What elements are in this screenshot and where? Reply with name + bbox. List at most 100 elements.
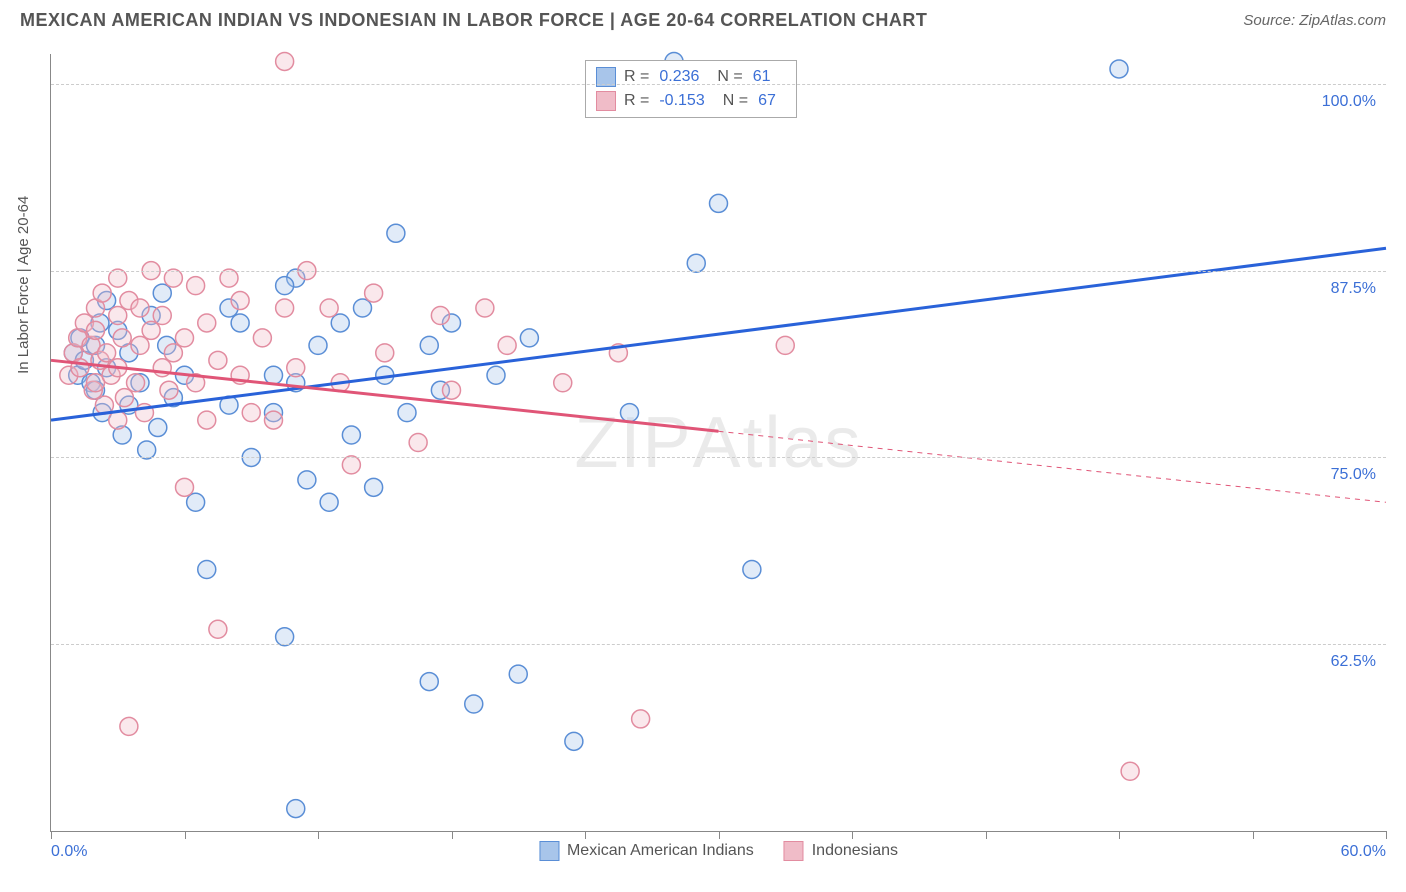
scatter-point	[220, 269, 238, 287]
stat-label-n: N =	[723, 89, 748, 113]
y-tick-label: 62.5%	[1331, 653, 1376, 671]
scatter-point	[187, 493, 205, 511]
correlation-row-2: R = -0.153 N = 67	[596, 89, 786, 113]
scatter-point	[176, 329, 194, 347]
scatter-point	[198, 561, 216, 579]
x-tick	[719, 831, 720, 839]
source-label: Source:	[1243, 12, 1299, 29]
x-tick	[1386, 831, 1387, 839]
chart-header: MEXICAN AMERICAN INDIAN VS INDONESIAN IN…	[0, 0, 1406, 37]
scatter-point	[509, 665, 527, 683]
scatter-point	[276, 628, 294, 646]
scatter-point	[431, 306, 449, 324]
stat-n-value-2: 67	[758, 89, 776, 113]
scatter-point	[276, 299, 294, 317]
scatter-point	[176, 478, 194, 496]
scatter-point	[710, 194, 728, 212]
scatter-point	[465, 695, 483, 713]
x-tick	[318, 831, 319, 839]
scatter-point	[153, 284, 171, 302]
x-tick	[986, 831, 987, 839]
stat-label-r: R =	[624, 89, 649, 113]
scatter-point	[365, 478, 383, 496]
chart-container: In Labor Force | Age 20-64 ZIPAtlas R = …	[50, 54, 1386, 872]
scatter-point	[398, 404, 416, 422]
x-tick	[185, 831, 186, 839]
scatter-point	[354, 299, 372, 317]
scatter-point	[287, 359, 305, 377]
scatter-point	[320, 493, 338, 511]
x-tick	[51, 831, 52, 839]
y-tick-label: 87.5%	[1331, 280, 1376, 298]
scatter-point	[242, 404, 260, 422]
gridline	[51, 271, 1386, 272]
scatter-point	[109, 306, 127, 324]
scatter-point	[276, 277, 294, 295]
scatter-point	[87, 321, 105, 339]
stat-label-n: N =	[717, 65, 742, 89]
scatter-point	[231, 292, 249, 310]
legend-swatch-blue	[539, 841, 559, 861]
scatter-point	[1110, 60, 1128, 78]
scatter-point	[387, 224, 405, 242]
x-tick	[1253, 831, 1254, 839]
scatter-point	[231, 314, 249, 332]
stat-n-value-1: 61	[753, 65, 771, 89]
scatter-point	[632, 710, 650, 728]
scatter-point	[498, 336, 516, 354]
scatter-point	[265, 366, 283, 384]
scatter-point	[131, 299, 149, 317]
scatter-point	[142, 321, 160, 339]
scatter-point	[687, 254, 705, 272]
scatter-point	[409, 434, 427, 452]
scatter-point	[1121, 762, 1139, 780]
scatter-point	[153, 306, 171, 324]
source-name: ZipAtlas.com	[1299, 12, 1386, 29]
gridline	[51, 457, 1386, 458]
scatter-point	[776, 336, 794, 354]
scatter-point	[420, 673, 438, 691]
y-axis-label: In Labor Force | Age 20-64	[15, 196, 32, 374]
x-tick	[852, 831, 853, 839]
scatter-point	[376, 344, 394, 362]
scatter-point	[209, 620, 227, 638]
scatter-plot-svg	[51, 54, 1386, 831]
scatter-point	[127, 374, 145, 392]
scatter-point	[443, 381, 461, 399]
scatter-point	[187, 277, 205, 295]
scatter-point	[487, 366, 505, 384]
scatter-point	[209, 351, 227, 369]
scatter-point	[113, 329, 131, 347]
chart-title: MEXICAN AMERICAN INDIAN VS INDONESIAN IN…	[20, 10, 927, 31]
scatter-point	[365, 284, 383, 302]
x-tick-label: 60.0%	[1341, 843, 1386, 861]
regression-line	[51, 248, 1386, 420]
series-legend: Mexican American Indians Indonesians	[539, 841, 898, 861]
x-tick	[1119, 831, 1120, 839]
scatter-point	[115, 389, 133, 407]
scatter-point	[309, 336, 327, 354]
legend-label-1: Mexican American Indians	[567, 842, 754, 860]
scatter-point	[120, 717, 138, 735]
stat-r-value-2: -0.153	[659, 89, 704, 113]
scatter-point	[565, 732, 583, 750]
legend-item-2: Indonesians	[784, 841, 898, 861]
scatter-point	[342, 426, 360, 444]
gridline	[51, 644, 1386, 645]
y-tick-label: 75.0%	[1331, 466, 1376, 484]
scatter-point	[164, 344, 182, 362]
scatter-point	[743, 561, 761, 579]
scatter-point	[98, 344, 116, 362]
scatter-point	[298, 471, 316, 489]
scatter-point	[287, 800, 305, 818]
scatter-point	[138, 441, 156, 459]
scatter-point	[198, 314, 216, 332]
scatter-point	[331, 314, 349, 332]
scatter-point	[520, 329, 538, 347]
x-tick-label: 0.0%	[51, 843, 87, 861]
plot-area: ZIPAtlas R = 0.236 N = 61 R = -0.153 N =…	[50, 54, 1386, 832]
chart-source: Source: ZipAtlas.com	[1243, 12, 1386, 29]
scatter-point	[554, 374, 572, 392]
scatter-point	[476, 299, 494, 317]
y-tick-label: 100.0%	[1322, 93, 1376, 111]
